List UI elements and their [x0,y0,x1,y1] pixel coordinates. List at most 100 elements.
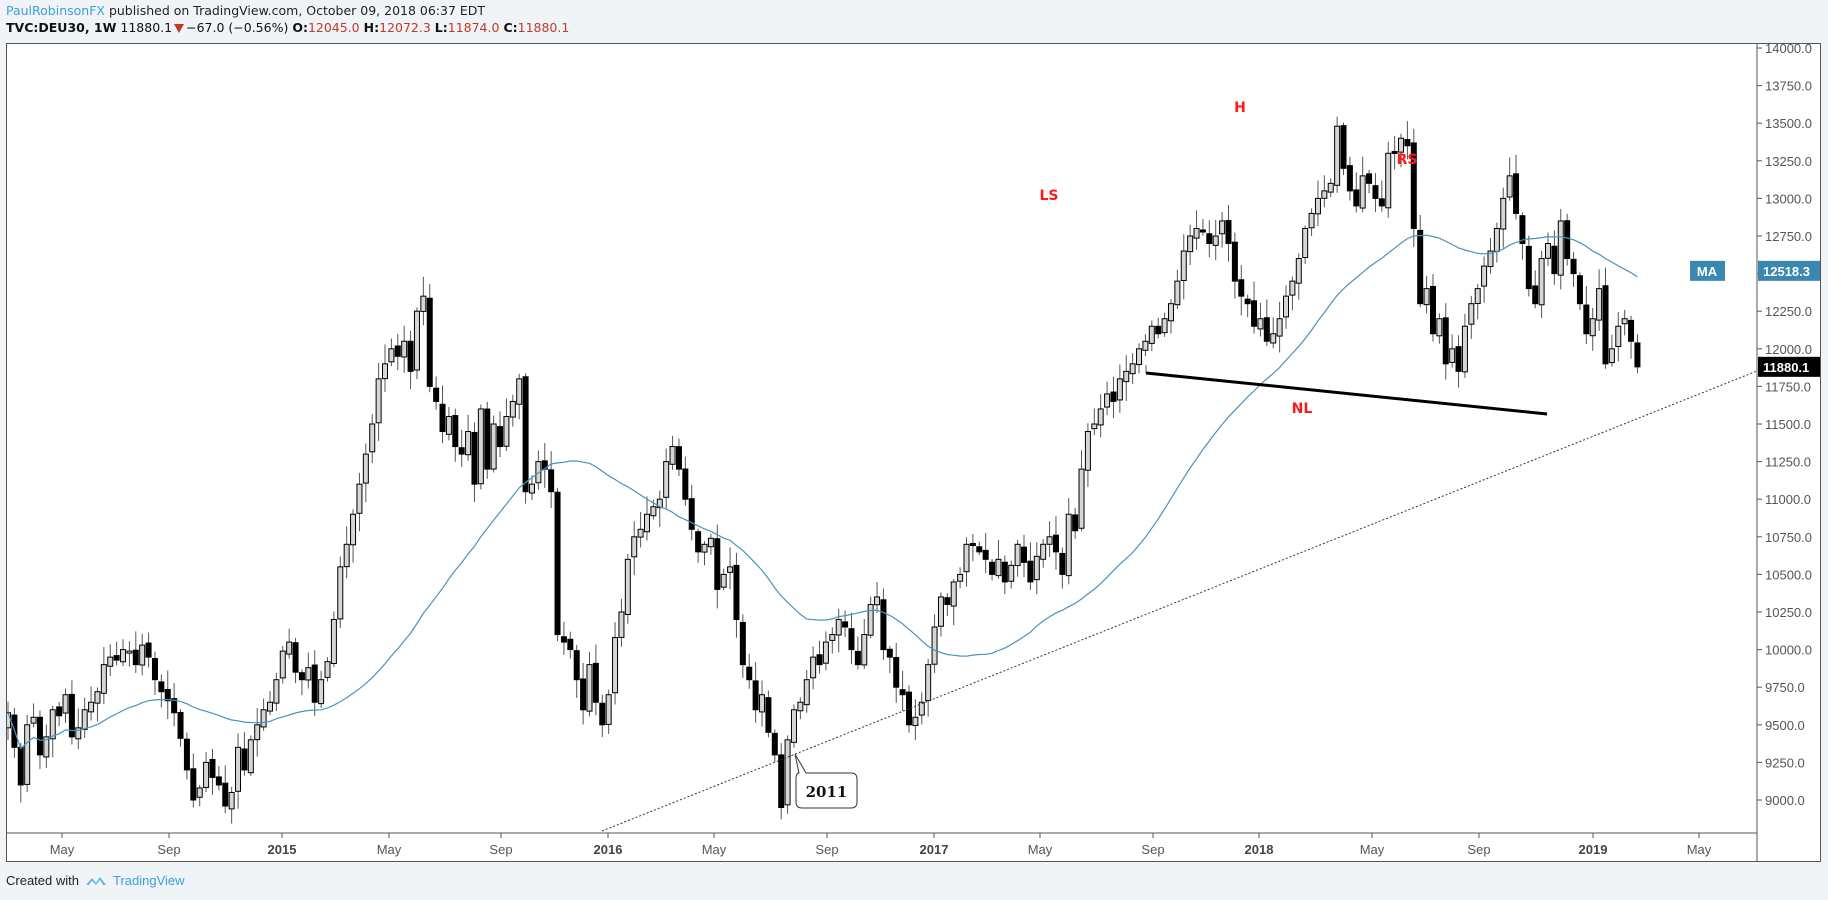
down-candle [893,657,900,688]
down-candle [407,340,414,372]
up-candle [1136,348,1143,366]
price-tick-label: 14000.0 [1765,41,1812,56]
up-candle [637,528,644,538]
up-candle [43,736,50,758]
down-candle [183,738,190,771]
price-tick-label: 10250.0 [1765,605,1812,620]
down-candle [989,561,996,575]
up-candle [413,310,420,371]
up-candle [24,724,31,785]
down-candle [56,706,63,717]
price-tick-label: 11750.0 [1765,379,1811,394]
down-candle [560,636,567,643]
up-candle [1123,370,1130,383]
annotation-ls[interactable]: LS [1039,188,1058,204]
time-tick-label: Sep [815,842,838,857]
up-candle [1065,513,1072,577]
up-candle [388,348,395,363]
down-candle [1532,285,1539,305]
down-candle [164,689,171,702]
down-candle [433,387,440,402]
up-candle [286,641,293,655]
up-candle [1040,543,1047,560]
down-candle [132,649,139,666]
price-axis[interactable]: 14000.0 13750.0 13500.0 13250.0 13000.0 12750… [1757,41,1812,808]
price-change: −67.0 (−0.56%) [186,20,289,35]
up-candle [720,573,727,588]
up-candle [107,656,114,667]
down-candle [1110,391,1117,402]
up-candle [203,761,210,788]
down-candle [982,549,989,560]
up-candle [669,446,676,465]
price-tick-label: 9750.0 [1765,680,1805,695]
up-candle [324,661,331,678]
up-candle [279,650,286,679]
price-tick-label: 10750.0 [1765,530,1812,545]
down-candle [905,691,912,726]
up-candle [1104,393,1111,408]
annotation-h[interactable]: H [1234,100,1246,116]
up-candle [1180,250,1187,282]
down-candle [1570,258,1577,275]
down-candle [158,681,165,693]
up-candle [369,423,376,453]
down-candle [177,711,184,739]
up-candle [94,691,101,704]
down-candle [17,746,24,786]
up-candle [918,701,925,716]
up-candle [861,634,868,666]
down-candle [1513,173,1520,214]
up-candle [1385,152,1392,209]
symbol-info: TVC:DEU30, 1W 11880.1 −67.0 (−0.56%) O:12… [6,20,569,35]
author-link[interactable]: PaulRobinsonFX [6,3,105,18]
up-candle [1270,333,1277,344]
annotation-rs[interactable]: RS [1397,152,1418,168]
annotation-nl[interactable]: NL [1292,401,1313,417]
down-candle [471,431,478,485]
up-candle [1608,348,1615,364]
down-candle [1519,215,1526,245]
up-candle [62,694,69,714]
up-candle [1257,318,1264,330]
up-candle [535,461,542,484]
up-candle [790,709,797,743]
trendline-2011[interactable] [601,370,1758,832]
up-candle [1212,235,1219,246]
last-price-value: 11880.1 [1763,360,1809,375]
up-candle [1474,288,1481,304]
up-candle [586,664,593,712]
up-candle [1091,423,1098,430]
time-tick-label: 2018 [1245,842,1274,857]
open-label: O: [292,20,308,35]
up-candle [1314,197,1321,215]
down-candle [1231,241,1238,282]
tradingview-link[interactable]: TradingView [112,873,185,888]
down-candle [1225,220,1232,245]
up-candle [1116,378,1123,401]
down-candle [1634,342,1641,368]
down-candle [1602,285,1609,365]
down-candle [1244,298,1251,305]
up-candle [81,709,88,730]
publish-info: PaulRobinsonFX published on TradingView.… [6,3,485,18]
down-candle [209,758,216,778]
open-value: 12045.0 [307,20,360,35]
up-candle [1493,227,1500,252]
neckline[interactable] [1145,371,1548,416]
up-candle [1461,325,1468,373]
down-candle [554,491,561,636]
time-axis[interactable]: May Sep 2015 May Sep 2016 May Sep 2017 May Sep 2018… [50,833,1712,857]
low-label: L: [434,20,448,35]
up-candle [1161,318,1168,334]
down-candle [151,658,158,681]
down-candle [1353,189,1360,207]
up-candle [362,453,369,484]
up-candle [273,679,280,704]
down-candle [190,768,197,801]
down-candle [1340,125,1347,169]
callout-box[interactable] [794,753,858,809]
up-candle [995,558,1002,577]
up-candle [420,295,427,312]
